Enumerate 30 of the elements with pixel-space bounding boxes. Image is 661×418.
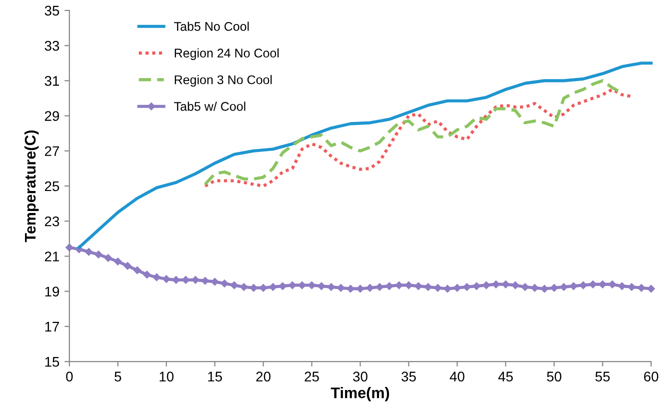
x-tick-label: 25 [304,372,319,382]
x-tick-label: 50 [546,372,562,382]
x-tick-label: 45 [498,372,513,382]
x-tick-label: 10 [160,372,174,382]
y-tick-label: 19 [45,286,60,297]
x-axis-title: Time(m) [330,387,390,402]
x-tick-label: 60 [644,372,658,382]
x-tick-label: 55 [595,372,610,382]
x-tick-label: 5 [114,372,122,382]
y-tick-label: 33 [44,40,60,51]
x-tick-label: 40 [450,372,464,382]
y-tick-label: 25 [44,181,60,192]
legend-label: Region 3 No Cool [174,75,272,87]
y-tick-label: 17 [45,322,59,332]
x-tick-label: 30 [353,372,368,382]
legend-label: Region 24 No Cool [174,48,279,60]
y-tick-label: 29 [44,111,60,121]
y-axis-title: Temperature(C) [24,130,39,242]
y-tick-label: 23 [44,216,60,226]
y-tick-label: 35 [44,6,60,16]
x-tick-label: 35 [402,372,416,382]
legend-label: Tab5 No Cool [174,22,249,31]
y-tick-label: 21 [44,252,60,262]
x-tick-label: 0 [66,372,73,382]
x-tick-label: 15 [208,372,222,382]
x-tick-label: 20 [256,372,270,382]
y-tick-label: 31 [44,76,60,86]
y-tick-label: 15 [45,357,60,367]
y-tick-label: 27 [44,146,59,156]
legend-label: Tab5 w/ Cool [174,102,246,111]
